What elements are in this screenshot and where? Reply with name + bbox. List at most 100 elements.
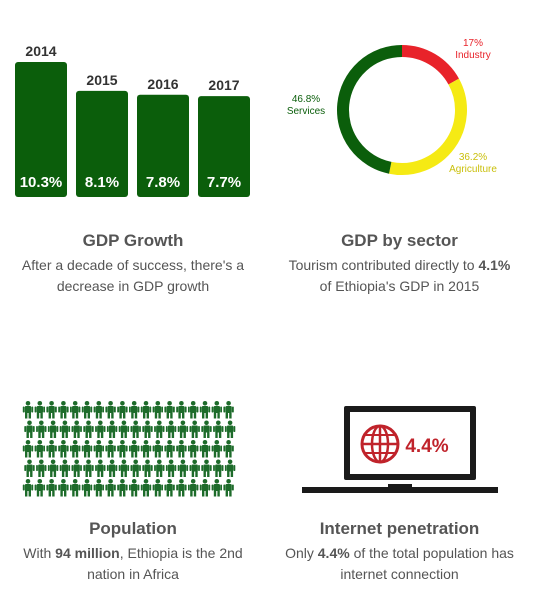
- internet-desc: Only 4.4% of the total population has in…: [266, 543, 533, 585]
- gdp-sector-chart: 17%Industry 36.2%Agriculture 46.8%Services: [287, 38, 498, 175]
- donut-slice-name-label: Agriculture: [449, 164, 497, 175]
- person-icon: [59, 420, 71, 438]
- donut-slice-value-label: 46.8%: [292, 94, 320, 105]
- person-icon: [213, 420, 224, 438]
- donut-slice-industry: [401, 45, 459, 85]
- person-icon: [93, 440, 104, 458]
- person-icon: [164, 401, 175, 419]
- person-icon: [142, 459, 153, 477]
- person-icon: [189, 420, 200, 438]
- person-icon: [165, 420, 177, 438]
- person-icon: [36, 459, 47, 477]
- internet-desc-line2: internet connection: [340, 566, 459, 582]
- person-icon: [22, 440, 34, 458]
- person-icon: [154, 420, 165, 438]
- gdp-sector-desc-line2: of Ethiopia's GDP in 2015: [319, 278, 480, 294]
- person-icon: [223, 479, 234, 497]
- laptop-base: [302, 487, 498, 493]
- person-icon: [176, 479, 187, 497]
- gdp-growth-desc-line1: After a decade of success, there's a: [21, 257, 245, 273]
- bar-value-label: 7.7%: [207, 174, 241, 191]
- person-icon: [199, 401, 211, 419]
- gdp-sector-desc: Tourism contributed directly to 4.1% of …: [266, 255, 533, 297]
- gdp-growth-chart: 2014 10.3% 2015 8.1% 2016 7.8% 2017 7.7%: [15, 43, 250, 197]
- person-icon: [118, 459, 130, 477]
- person-icon: [70, 479, 81, 497]
- person-icon: [199, 440, 211, 458]
- person-icon: [211, 440, 222, 458]
- person-icon: [189, 459, 200, 477]
- person-icon: [47, 459, 59, 477]
- internet-caption: Internet penetration Only 4.4% of the to…: [266, 519, 533, 585]
- person-icon: [117, 401, 128, 419]
- person-icon: [211, 479, 222, 497]
- person-icon: [224, 459, 236, 477]
- person-icon: [93, 401, 104, 419]
- person-icon: [164, 440, 175, 458]
- person-icon: [83, 459, 94, 477]
- person-icon: [129, 479, 140, 497]
- person-icon: [223, 401, 234, 419]
- person-icon: [46, 440, 57, 458]
- person-icon: [152, 401, 163, 419]
- person-icon: [24, 420, 35, 438]
- internet-screen-value: 4.4%: [405, 436, 448, 457]
- person-icon: [81, 440, 93, 458]
- donut-slice-agriculture: [389, 78, 467, 175]
- person-icon: [140, 479, 152, 497]
- internet-desc-line1: Only 4.4% of the total population has: [266, 543, 533, 564]
- person-icon: [24, 459, 35, 477]
- person-icon: [83, 420, 94, 438]
- person-icon: [71, 420, 82, 438]
- person-icon: [106, 420, 118, 438]
- person-icon: [223, 440, 234, 458]
- bar-2015: [76, 90, 128, 197]
- person-icon: [58, 440, 69, 458]
- person-icon: [81, 479, 93, 497]
- internet-desc-pre: Only: [285, 545, 318, 561]
- person-icon: [34, 440, 45, 458]
- gdp-sector-caption: GDP by sector Tourism contributed direct…: [266, 231, 533, 297]
- person-icon: [81, 401, 93, 419]
- people-crowd-icon: [22, 401, 236, 497]
- donut-slice-value-label: 36.2%: [459, 152, 487, 163]
- gdp-sector-desc-pre: Tourism contributed directly to: [288, 257, 479, 273]
- person-icon: [71, 459, 82, 477]
- bar-category-label: 2014: [25, 43, 56, 59]
- person-icon: [22, 479, 34, 497]
- gdp-growth-desc-line2: decrease in GDP growth: [56, 278, 210, 294]
- person-icon: [93, 479, 104, 497]
- person-icon: [105, 401, 116, 419]
- person-icon: [46, 479, 57, 497]
- gdp-sector-title: GDP by sector: [341, 231, 458, 250]
- person-icon: [70, 401, 81, 419]
- person-icon: [130, 459, 141, 477]
- person-icon: [224, 420, 236, 438]
- population-title: Population: [89, 519, 177, 538]
- person-icon: [34, 401, 45, 419]
- population-caption: Population With 94 million, Ethiopia is …: [0, 519, 266, 585]
- person-icon: [177, 420, 189, 438]
- person-icon: [95, 459, 106, 477]
- laptop-icon: 4.4%: [302, 406, 498, 493]
- person-icon: [58, 479, 69, 497]
- person-icon: [154, 459, 165, 477]
- person-icon: [177, 459, 189, 477]
- person-icon: [152, 479, 163, 497]
- internet-desc-post: of the total population has: [349, 545, 514, 561]
- bar-2016: [137, 94, 189, 197]
- population-desc-line1: With 94 million, Ethiopia is the 2nd: [0, 543, 266, 564]
- person-icon: [188, 440, 199, 458]
- person-icon: [117, 440, 128, 458]
- person-icon: [106, 459, 118, 477]
- person-icon: [46, 401, 57, 419]
- gdp-growth-desc: After a decade of success, there's a dec…: [0, 255, 266, 297]
- laptop-hinge: [388, 484, 412, 487]
- population-desc-pre: With: [23, 545, 56, 561]
- gdp-growth-caption: GDP Growth After a decade of success, th…: [0, 231, 266, 297]
- person-icon: [117, 479, 128, 497]
- person-icon: [140, 440, 152, 458]
- donut-slice-value-label: 17%: [463, 38, 483, 49]
- population-desc: With 94 million, Ethiopia is the 2nd nat…: [0, 543, 266, 585]
- donut-slice-name-label: Services: [287, 106, 325, 117]
